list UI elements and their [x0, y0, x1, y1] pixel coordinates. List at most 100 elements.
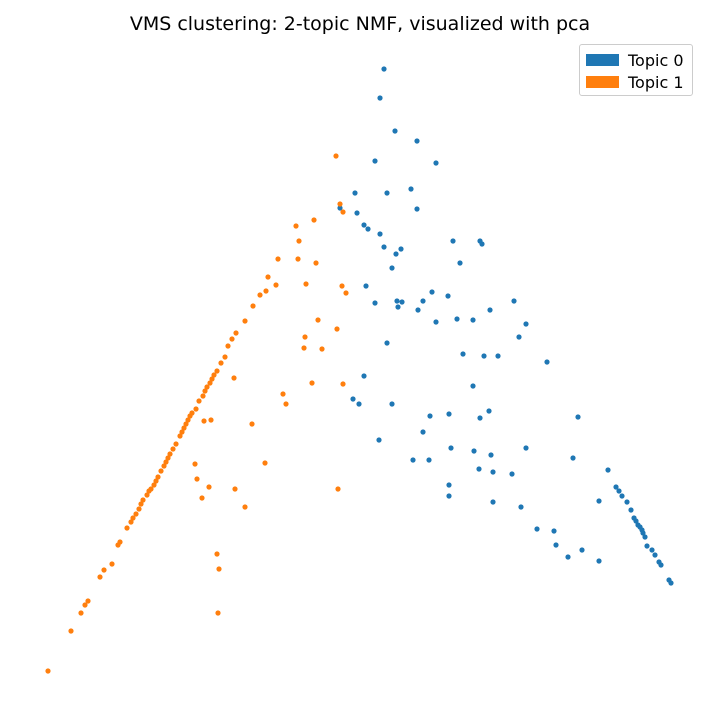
point-topic-0-38: [384, 340, 390, 346]
point-topic-0-40: [460, 351, 466, 357]
point-topic-1-16: [250, 303, 256, 309]
point-topic-0-52: [486, 408, 492, 414]
point-topic-0-34: [470, 317, 476, 323]
point-topic-0-82: [534, 526, 540, 532]
point-topic-1-39: [196, 398, 202, 404]
point-topic-0-90: [565, 554, 571, 560]
point-topic-1-76: [130, 515, 136, 521]
point-topic-0-60: [426, 457, 432, 463]
point-topic-1-75: [133, 511, 139, 517]
point-topic-1-3: [311, 217, 317, 223]
point-topic-0-94: [596, 558, 602, 564]
point-topic-0-63: [476, 466, 482, 472]
point-topic-1-48: [177, 433, 183, 439]
point-topic-1-17: [315, 317, 321, 323]
legend-label-topic-0: Topic 0: [628, 50, 684, 70]
point-topic-1-4: [293, 223, 299, 229]
point-topic-0-91: [652, 552, 658, 558]
point-topic-0-20: [398, 246, 404, 252]
point-topic-0-84: [640, 530, 646, 536]
point-topic-1-8: [313, 260, 319, 266]
point-topic-0-69: [616, 488, 622, 494]
point-topic-1-60: [192, 461, 198, 467]
point-topic-0-35: [433, 319, 439, 325]
point-topic-0-76: [518, 504, 524, 510]
point-topic-0-23: [363, 283, 369, 289]
point-topic-1-55: [165, 455, 171, 461]
point-topic-1-77: [242, 504, 248, 510]
legend-swatch-topic-1: [586, 76, 619, 88]
point-topic-0-62: [570, 455, 576, 461]
point-topic-1-65: [146, 488, 152, 494]
point-topic-1-63: [151, 482, 157, 488]
point-topic-1-67: [144, 492, 150, 498]
point-topic-1-70: [335, 486, 341, 492]
point-topic-1-52: [173, 441, 179, 447]
point-topic-1-41: [193, 406, 199, 412]
point-topic-0-48: [389, 401, 395, 407]
point-topic-0-41: [481, 353, 487, 359]
point-topic-0-78: [633, 518, 639, 524]
point-topic-0-72: [624, 499, 630, 505]
point-topic-1-18: [242, 318, 248, 324]
point-topic-0-29: [420, 298, 426, 304]
point-topic-1-5: [296, 238, 302, 244]
legend: Topic 0 Topic 1: [579, 44, 693, 96]
point-topic-1-74: [199, 495, 205, 501]
point-topic-0-18: [479, 241, 485, 247]
point-topic-0-27: [394, 298, 400, 304]
point-topic-1-6: [275, 256, 281, 262]
point-topic-1-29: [211, 372, 217, 378]
point-topic-0-55: [376, 437, 382, 443]
point-topic-1-1: [337, 201, 343, 207]
point-topic-0-54: [420, 429, 426, 435]
point-topic-1-40: [283, 401, 289, 407]
point-topic-1-81: [115, 542, 121, 548]
point-topic-1-89: [78, 610, 84, 616]
point-topic-0-10: [354, 210, 360, 216]
point-topic-0-59: [410, 457, 416, 463]
point-topic-0-9: [337, 205, 343, 211]
point-topic-0-14: [377, 231, 383, 237]
point-topic-1-61: [155, 474, 161, 480]
series-topic-0: [337, 66, 674, 586]
point-topic-0-6: [352, 190, 358, 196]
series-topic-1: [45, 153, 349, 674]
point-topic-0-25: [445, 293, 451, 299]
point-topic-1-21: [302, 334, 308, 340]
point-topic-1-51: [208, 417, 214, 423]
point-topic-1-9: [265, 274, 271, 280]
point-topic-0-71: [446, 493, 452, 499]
point-topic-1-90: [215, 610, 221, 616]
point-topic-1-62: [153, 478, 159, 484]
point-topic-0-68: [613, 484, 619, 490]
point-topic-1-10: [273, 282, 279, 288]
point-topic-0-87: [579, 547, 585, 553]
point-topic-0-5: [433, 160, 439, 166]
point-topic-1-85: [97, 574, 103, 580]
point-topic-1-26: [222, 354, 228, 360]
point-topic-1-69: [206, 484, 212, 490]
point-topic-0-26: [372, 300, 378, 306]
point-topic-0-8: [408, 186, 414, 192]
point-topic-1-15: [257, 292, 263, 298]
point-topic-1-12: [263, 288, 269, 294]
legend-label-topic-1: Topic 1: [628, 72, 684, 92]
point-topic-1-47: [179, 429, 185, 435]
point-topic-0-7: [384, 190, 390, 196]
point-topic-0-70: [619, 493, 625, 499]
point-topic-1-92: [45, 668, 51, 674]
point-topic-1-31: [231, 375, 237, 381]
point-topic-1-91: [68, 628, 74, 634]
point-topic-0-65: [509, 471, 515, 477]
point-topic-0-49: [427, 413, 433, 419]
point-topic-1-79: [124, 525, 130, 531]
point-topic-1-24: [301, 345, 307, 351]
point-topic-1-78: [128, 519, 134, 525]
point-topic-0-93: [658, 562, 664, 568]
point-topic-0-75: [490, 499, 496, 505]
point-topic-1-11: [339, 283, 345, 289]
point-topic-0-50: [446, 411, 452, 417]
point-topic-1-22: [229, 336, 235, 342]
point-topic-1-32: [207, 380, 213, 386]
